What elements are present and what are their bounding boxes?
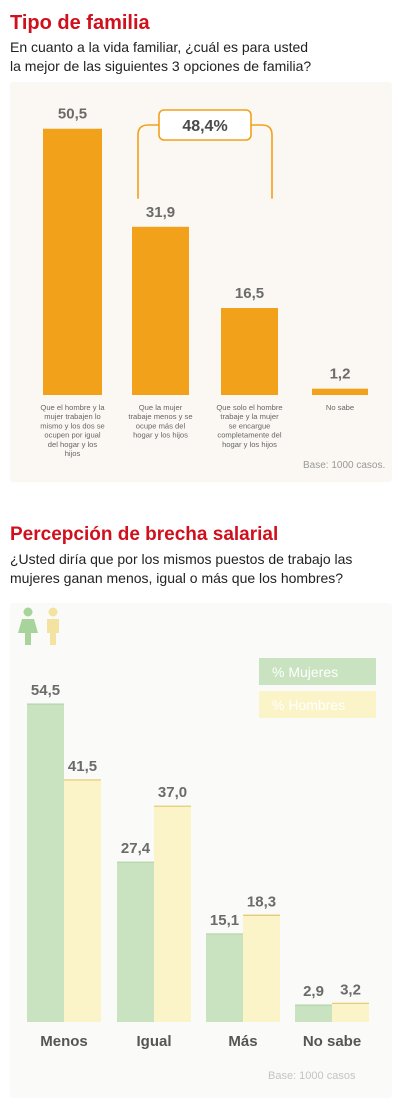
bracket-label-box <box>158 109 252 141</box>
category-label: ocupen por igual <box>44 431 100 440</box>
bracket-label: 48,4% <box>182 118 227 135</box>
bar-value-label: 50,5 <box>58 106 87 123</box>
bar <box>221 308 278 395</box>
bar-value-label: 41,5 <box>68 758 97 775</box>
subtitle-line-1: ¿Usted diría que por los mismos puestos … <box>10 551 353 567</box>
woman-icon <box>18 607 38 645</box>
bar-value-label: 54,5 <box>31 682 60 699</box>
legend: % Mujeres % Hombres <box>259 658 376 718</box>
category-label: No sabe <box>303 1033 361 1050</box>
bracket-annotation: 48,4% <box>137 109 273 199</box>
man-icon <box>47 607 59 645</box>
bar-value-label: 3,2 <box>340 981 361 998</box>
gender-icons <box>18 607 59 645</box>
subtitle-line-2: mujeres ganan menos, igual o más que los… <box>10 570 344 586</box>
category-label: ocupe más del <box>136 421 186 430</box>
category-label: hijos <box>65 449 81 458</box>
category-label: mujer trabajen lo <box>44 412 101 421</box>
subtitle-line-2: la mejor de las siguientes 3 opciones de… <box>10 58 312 74</box>
bar-hombres <box>332 1003 369 1022</box>
chart-panel-brecha-salarial: Percepción de brecha salarial ¿Usted dir… <box>0 506 400 1100</box>
category-label: hogar y los hijos <box>133 431 188 440</box>
category-label: Más <box>228 1033 257 1050</box>
chart-title: Percepción de brecha salarial <box>10 524 279 545</box>
bar-value-label: 16,5 <box>235 285 264 302</box>
bar-mujeres <box>206 933 243 1022</box>
bar-value-label: 1,2 <box>330 366 351 383</box>
bar-value-label: 37,0 <box>158 784 187 801</box>
bar-value-label: 27,4 <box>121 840 151 857</box>
bar <box>43 128 102 395</box>
category-label: del hogar y los <box>48 440 98 449</box>
category-label: No sabe <box>326 403 354 412</box>
legend-swatch-mujeres <box>259 658 376 685</box>
category-label: Que el hombre y la <box>40 403 105 412</box>
category-label: Que la mujer <box>139 403 183 412</box>
category-label: Menos <box>40 1033 88 1050</box>
bar-mujeres <box>27 704 64 1022</box>
category-label: Que solo el hombre <box>216 403 282 412</box>
category-label: Igual <box>136 1033 171 1050</box>
bar-hombres <box>64 779 101 1022</box>
category-label: trabaje y la mujer <box>220 412 279 421</box>
bar <box>132 226 189 395</box>
category-label: completamente del <box>217 431 281 440</box>
bar-value-label: 31,9 <box>146 204 175 221</box>
base-note: Base: 1000 casos <box>268 1070 356 1082</box>
bar-mujeres <box>295 1005 332 1022</box>
legend-label: % Hombres <box>272 697 345 713</box>
bar <box>312 388 368 395</box>
bar-value-label: 15,1 <box>210 912 239 929</box>
subtitle-line-1: En cuanto a la vida familiar, ¿cuál es p… <box>10 39 309 55</box>
category-label: mismo y los dos se <box>40 421 105 430</box>
category-label: hogar y los hijos <box>222 440 277 449</box>
plot-area: % Mujeres % Hombres 54,5 41,5 Menos 27,4 37,0 I… <box>10 603 392 1098</box>
chart-subtitle: En cuanto a la vida familiar, ¿cuál es p… <box>10 38 311 76</box>
plot-area: 50,5 Que el hombre y la mujer trabajen lo m… <box>10 82 392 482</box>
grouped-bar-chart-brecha: % Mujeres % Hombres 54,5 41,5 Menos 27,4 37,0 I… <box>18 607 376 1050</box>
chart-title: Tipo de familia <box>10 12 150 34</box>
bar-value-label: 2,9 <box>303 983 324 1000</box>
category-label: se encargue <box>229 421 271 430</box>
legend-swatch-hombres <box>259 691 376 718</box>
base-note: Base: 1000 casos. <box>303 460 386 471</box>
category-label: trabaje menos y se <box>128 412 192 421</box>
bar-value-label: 18,3 <box>247 893 276 910</box>
chart-panel-tipo-familia: Tipo de familia En cuanto a la vida fami… <box>0 0 400 488</box>
bar-hombres <box>243 915 280 1022</box>
legend-label: % Mujeres <box>272 664 338 680</box>
chart-subtitle: ¿Usted diría que por los mismos puestos … <box>10 550 352 588</box>
bar-mujeres <box>117 862 154 1022</box>
bar-hombres <box>154 806 191 1022</box>
